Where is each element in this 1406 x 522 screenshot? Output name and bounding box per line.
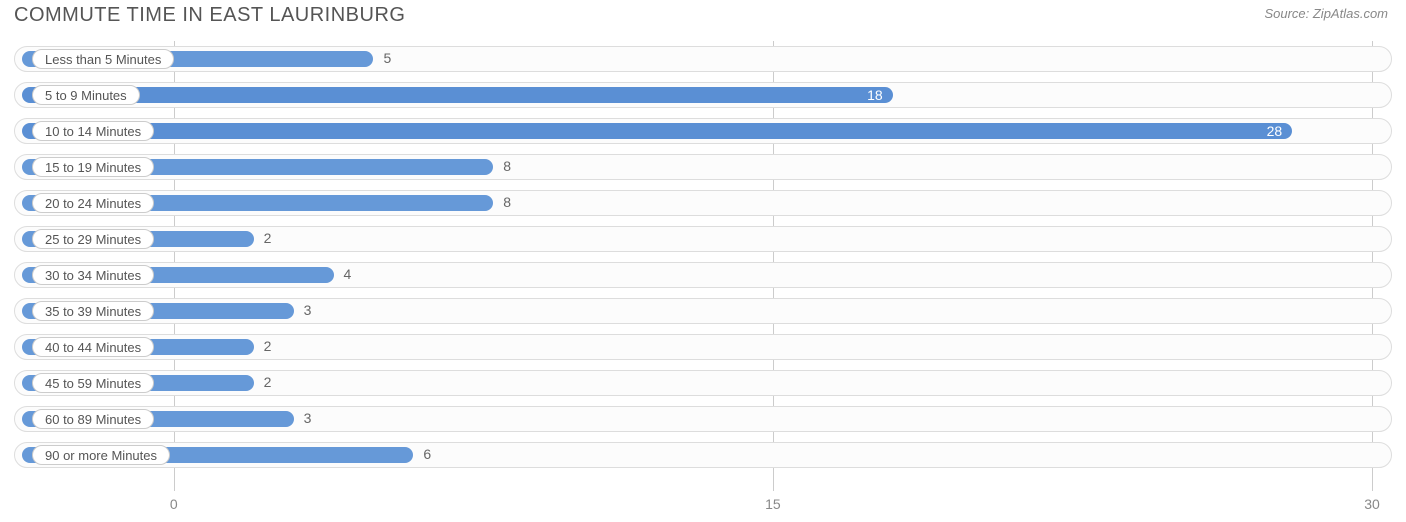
- bar-value: 8: [503, 194, 511, 210]
- category-pill: 15 to 19 Minutes: [32, 157, 154, 177]
- bar-value: 4: [344, 266, 352, 282]
- chart-row: 5 Less than 5 Minutes: [14, 41, 1392, 77]
- category-pill: 5 to 9 Minutes: [32, 85, 140, 105]
- bar-value: 2: [264, 374, 272, 390]
- bar-value: 6: [423, 446, 431, 462]
- category-pill: 40 to 44 Minutes: [32, 337, 154, 357]
- x-tick-label: 0: [170, 496, 178, 512]
- bar-value: 2: [264, 230, 272, 246]
- chart-plot: 5Less than 5 Minutes185 to 9 Minutes2810…: [14, 41, 1392, 491]
- chart-row: 18 5 to 9 Minutes: [14, 77, 1392, 113]
- chart-row: 8 20 to 24 Minutes: [14, 185, 1392, 221]
- chart-title: COMMUTE TIME IN EAST LAURINBURG: [14, 4, 405, 27]
- chart-row: 3 35 to 39 Minutes: [14, 293, 1392, 329]
- bar-value: 3: [304, 410, 312, 426]
- chart-header: COMMUTE TIME IN EAST LAURINBURG Source: …: [0, 0, 1406, 27]
- bar-value: 5: [383, 50, 391, 66]
- chart-area: 5Less than 5 Minutes185 to 9 Minutes2810…: [14, 41, 1392, 491]
- category-pill: 35 to 39 Minutes: [32, 301, 154, 321]
- category-pill: 25 to 29 Minutes: [32, 229, 154, 249]
- x-tick-label: 15: [765, 496, 781, 512]
- category-pill: 10 to 14 Minutes: [32, 121, 154, 141]
- chart-row: 2 40 to 44 Minutes: [14, 329, 1392, 365]
- x-axis: 0 15 30: [14, 496, 1392, 516]
- chart-row: 3 60 to 89 Minutes: [14, 401, 1392, 437]
- category-pill: 45 to 59 Minutes: [32, 373, 154, 393]
- bar-value: 8: [503, 158, 511, 174]
- bar-value: 2: [264, 338, 272, 354]
- bar-value: 3: [304, 302, 312, 318]
- chart-row: 6 90 or more Minutes: [14, 437, 1392, 473]
- chart-row: 4 30 to 34 Minutes: [14, 257, 1392, 293]
- bar: 18: [22, 87, 893, 103]
- x-tick-label: 30: [1364, 496, 1380, 512]
- category-pill: 90 or more Minutes: [32, 445, 170, 465]
- category-pill: 60 to 89 Minutes: [32, 409, 154, 429]
- chart-row: 2 45 to 59 Minutes: [14, 365, 1392, 401]
- bar-value: 28: [1267, 123, 1283, 139]
- bar-value: 18: [867, 87, 883, 103]
- category-pill: 20 to 24 Minutes: [32, 193, 154, 213]
- bar: 28: [22, 123, 1292, 139]
- chart-row: 28 10 to 14 Minutes: [14, 113, 1392, 149]
- chart-row: 8 15 to 19 Minutes: [14, 149, 1392, 185]
- chart-source: Source: ZipAtlas.com: [1264, 6, 1388, 21]
- category-pill: 30 to 34 Minutes: [32, 265, 154, 285]
- chart-row: 2 25 to 29 Minutes: [14, 221, 1392, 257]
- category-pill: Less than 5 Minutes: [32, 49, 174, 69]
